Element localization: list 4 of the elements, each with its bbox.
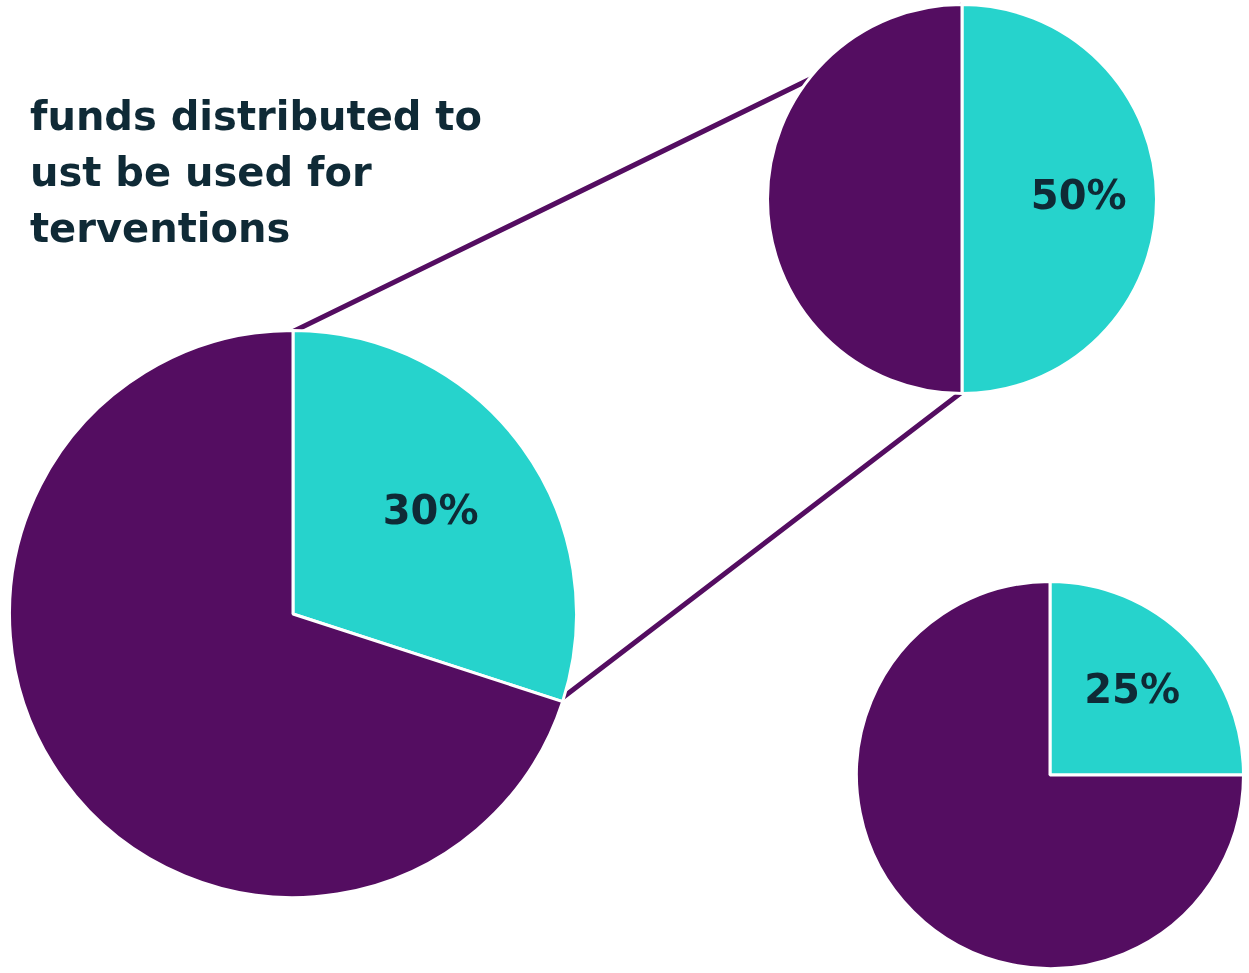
data-label: 25% bbox=[1084, 666, 1180, 713]
chart-title: funds distributed to ust be used for terventions bbox=[30, 92, 482, 253]
data-label: 30% bbox=[382, 487, 479, 534]
data-label: 50% bbox=[1030, 172, 1127, 219]
